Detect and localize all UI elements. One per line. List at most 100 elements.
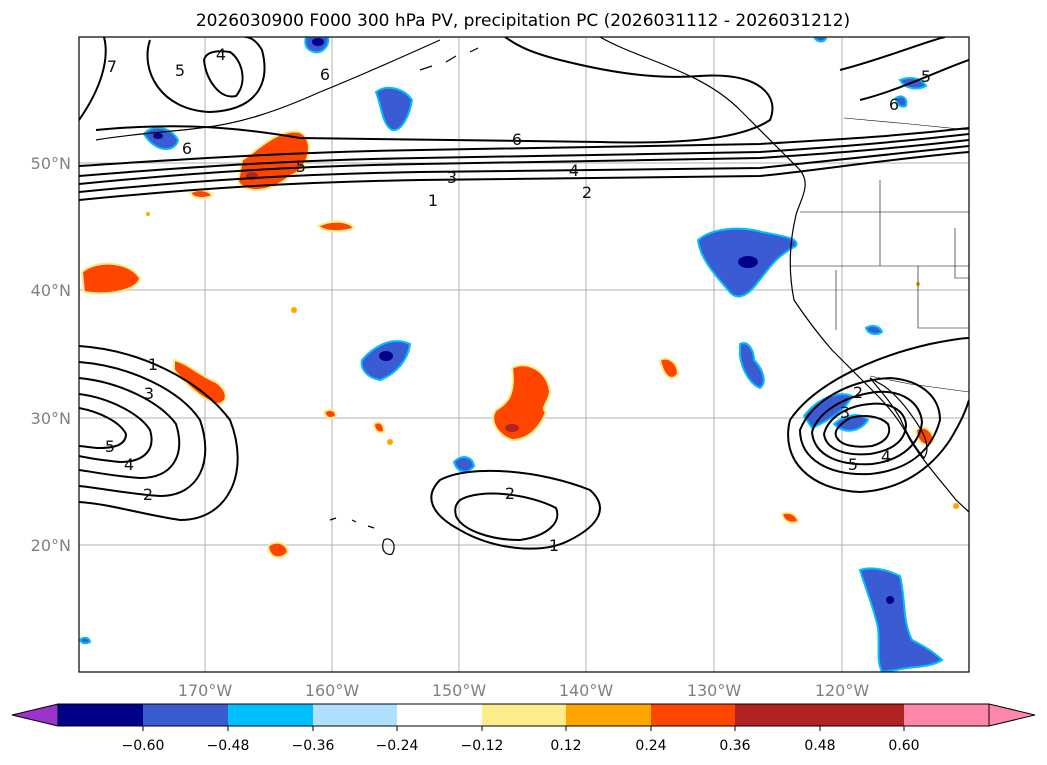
contour-label: 6 (320, 65, 330, 84)
contour-label: 1 (549, 536, 559, 555)
precip-blob-positive (173, 358, 227, 406)
pv-contour-4-e (822, 402, 908, 456)
precip-blob-negative (374, 86, 414, 132)
precip-core-strong (505, 424, 519, 432)
contour-label: 4 (881, 447, 891, 466)
pv-contour-4-closed (202, 50, 244, 98)
lat-label-20n: 20°N (31, 536, 71, 555)
precip-blob-negative (832, 414, 870, 432)
contour-label: 5 (105, 437, 115, 456)
precip-core-strong-negative (886, 596, 894, 604)
contour-label: 4 (216, 45, 226, 64)
colorbar-segment (397, 704, 482, 726)
colorbar-tick-label: −0.60 (122, 738, 165, 754)
pv-contour-2-e (798, 376, 942, 476)
contour-label: 4 (569, 161, 579, 180)
precip-blob-positive (80, 262, 142, 295)
precip-blob-negative (864, 324, 884, 336)
pv-contour-3-e (810, 390, 924, 466)
colorbar-segment (313, 704, 397, 726)
contour-label: 5 (921, 67, 931, 86)
colorbar-tick-label: −0.36 (292, 738, 335, 754)
precip-blob-positive (492, 364, 552, 442)
contour-label: 2 (143, 485, 153, 504)
colorbar-tick-label: 0.12 (550, 738, 581, 754)
colorbar-segment (904, 704, 989, 726)
lon-label-140w: 140°W (559, 681, 614, 700)
colorbar: −0.60 −0.48 −0.36 −0.24 −0.12 0.12 0.24 … (11, 703, 1036, 754)
contour-label: 1 (428, 191, 438, 210)
precip-blob-negative (894, 95, 908, 108)
contour-label: 6 (889, 95, 899, 114)
precip-core-strong-negative (312, 38, 324, 46)
precip-dot-positive (387, 439, 393, 445)
colorbar-segment (566, 704, 651, 726)
lon-label-120w: 120°W (815, 681, 870, 700)
pv-contour-5-closed (146, 37, 266, 114)
borders (790, 117, 969, 393)
precip-blob-positive (780, 511, 800, 524)
colorbar-segment (58, 704, 143, 726)
precip-blob-negative (858, 567, 944, 672)
precip-blob-negative (79, 636, 92, 645)
colorbar-tick-label: 0.24 (635, 738, 666, 754)
precip-dot-positive (291, 307, 297, 313)
pv-contour-1 (79, 151, 969, 201)
contour-label: 5 (175, 61, 185, 80)
contour-labels: 7 4 5 6 6 6 5 4 3 2 1 1 3 5 4 2 2 1 2 3 … (105, 45, 931, 555)
coastline-aleutians (95, 39, 441, 141)
pv-contour-5-ne (859, 59, 969, 101)
lon-label-130w: 130°W (687, 681, 742, 700)
precip-blob-positive (322, 408, 338, 420)
pv-contour-3 (79, 139, 969, 185)
precip-blob-positive (188, 189, 214, 199)
pv-contour-5 (79, 127, 969, 167)
colorbar-extend-high (988, 703, 1036, 727)
map-frame (78, 36, 970, 673)
precip-core-strong-negative (738, 256, 758, 268)
contour-label: 3 (447, 168, 457, 187)
border-state (954, 228, 969, 279)
precip-blob-positive (316, 220, 356, 233)
contour-label: 2 (582, 183, 592, 202)
pv-contour-2 (79, 145, 969, 193)
contour-label: 3 (840, 403, 850, 422)
contour-label: 6 (512, 130, 522, 149)
border-canada (843, 117, 969, 131)
contour-label: 4 (124, 455, 134, 474)
pv-contour-5-e (834, 415, 891, 448)
colorbar-segment (143, 704, 228, 726)
border-state (917, 266, 969, 329)
pv-contour-2-central (454, 492, 559, 542)
colorbar-tick-label: 0.60 (888, 738, 919, 754)
pv-contour-1-sw (79, 345, 239, 522)
pv-contour-3-sw (79, 377, 181, 480)
pv-contour-1-central (430, 469, 601, 550)
contour-label: 2 (853, 383, 863, 402)
pv-contour-5-sw (79, 407, 128, 450)
colorbar-frame (57, 703, 990, 727)
precip-dot-positive (953, 503, 959, 509)
colorbar-ticks (142, 726, 905, 731)
latitude-labels: 50°N 40°N 30°N 20°N (31, 154, 71, 555)
colorbar-segment (482, 704, 566, 726)
colorbar-segment (228, 704, 313, 726)
colorbar-segment (651, 704, 735, 726)
contour-label: 3 (144, 384, 154, 403)
contour-label: 5 (296, 157, 306, 176)
pv-contour-4-ne (839, 37, 946, 71)
map-area (79, 37, 969, 672)
lat-label-30n: 30°N (31, 409, 71, 428)
pv-contour-2-sw (79, 361, 207, 498)
contour-label: 7 (107, 57, 117, 76)
pv-contour-4-sw (79, 393, 153, 464)
precip-blob-positive (658, 357, 680, 379)
coastlines (95, 37, 969, 555)
colorbar-tick-label: 0.36 (719, 738, 750, 754)
colorbar-segment (820, 704, 904, 726)
contour-label: 2 (505, 484, 515, 503)
pv-contours (79, 37, 969, 550)
precip-blob-positive (266, 541, 290, 559)
precip-blob-negative (452, 456, 476, 473)
